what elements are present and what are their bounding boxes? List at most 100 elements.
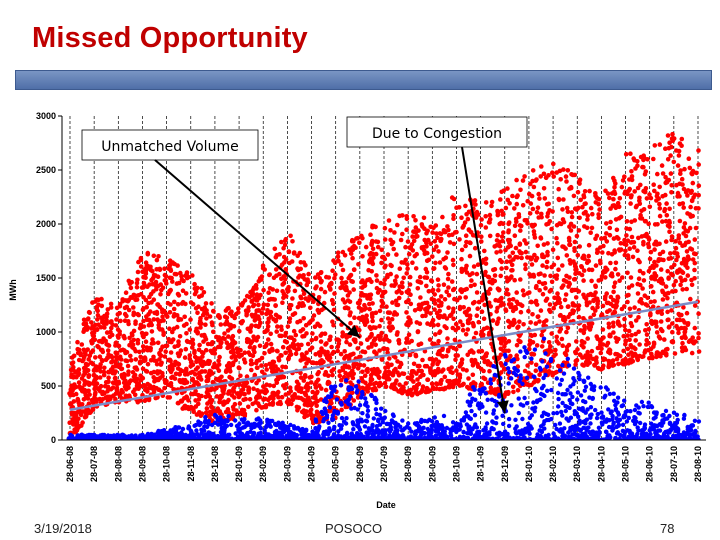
data-point xyxy=(573,362,578,367)
data-point xyxy=(279,327,284,333)
data-point xyxy=(550,170,555,175)
data-point xyxy=(546,340,552,345)
data-point xyxy=(595,345,601,351)
data-point xyxy=(589,321,595,326)
data-point xyxy=(569,214,575,220)
data-point xyxy=(494,321,500,327)
data-point xyxy=(447,240,453,245)
data-point xyxy=(474,313,480,319)
data-point xyxy=(476,299,482,305)
data-point xyxy=(177,371,182,377)
data-point xyxy=(681,205,686,210)
data-point xyxy=(446,285,451,290)
data-point xyxy=(138,398,143,403)
data-point xyxy=(258,389,263,395)
data-point xyxy=(381,337,387,342)
data-point xyxy=(353,339,358,345)
data-point xyxy=(275,324,280,329)
data-point xyxy=(307,347,313,353)
data-point xyxy=(506,220,512,225)
data-point xyxy=(577,376,582,382)
data-point xyxy=(689,350,695,356)
data-point xyxy=(92,367,97,372)
data-point xyxy=(343,370,348,376)
data-point xyxy=(90,361,96,367)
data-point xyxy=(533,178,539,183)
data-point xyxy=(501,366,507,372)
data-point xyxy=(367,306,373,312)
data-point xyxy=(309,337,315,343)
data-point xyxy=(651,341,657,347)
data-point xyxy=(614,352,620,357)
data-point xyxy=(199,321,204,326)
data-point xyxy=(184,321,189,327)
data-point xyxy=(237,365,242,371)
data-point xyxy=(571,366,577,371)
data-point xyxy=(71,399,77,404)
data-point xyxy=(404,310,409,315)
data-point xyxy=(511,389,516,395)
data-point xyxy=(555,300,560,306)
data-point xyxy=(512,206,517,211)
data-point xyxy=(527,272,532,277)
data-point xyxy=(418,280,424,285)
data-point xyxy=(94,375,99,381)
data-point xyxy=(688,204,693,210)
data-point xyxy=(424,309,430,315)
data-point xyxy=(394,302,399,308)
data-point xyxy=(442,313,447,318)
data-point xyxy=(571,376,576,381)
data-point xyxy=(270,402,276,407)
data-point xyxy=(516,324,521,330)
data-point xyxy=(657,336,663,341)
data-point xyxy=(525,363,530,368)
data-point xyxy=(691,251,697,256)
data-point xyxy=(194,412,200,417)
data-point xyxy=(666,325,672,330)
data-point xyxy=(242,413,248,419)
data-point xyxy=(630,353,636,359)
data-point xyxy=(663,192,668,198)
data-point xyxy=(440,214,445,220)
data-point xyxy=(598,261,603,266)
data-point xyxy=(593,200,599,205)
data-point xyxy=(603,429,609,434)
data-point xyxy=(502,344,507,349)
data-point xyxy=(522,174,527,179)
data-point xyxy=(202,310,207,315)
data-point xyxy=(629,174,635,179)
data-point xyxy=(286,284,291,290)
data-point xyxy=(612,189,617,195)
data-point xyxy=(368,326,374,332)
data-point xyxy=(117,303,123,309)
data-point xyxy=(658,267,664,272)
data-point xyxy=(564,329,569,335)
data-point xyxy=(636,315,641,320)
data-point xyxy=(134,284,140,290)
data-point xyxy=(628,343,633,348)
data-point xyxy=(151,354,156,360)
data-point xyxy=(548,344,553,349)
data-point xyxy=(570,308,575,313)
data-point xyxy=(182,372,188,377)
data-point xyxy=(640,286,645,291)
data-point xyxy=(436,338,441,344)
data-point xyxy=(537,319,542,324)
data-point xyxy=(463,203,468,209)
data-point xyxy=(124,381,129,387)
data-point xyxy=(478,222,484,228)
data-point xyxy=(519,223,524,229)
data-point xyxy=(461,223,467,228)
data-point xyxy=(639,354,645,360)
data-point xyxy=(385,310,391,315)
data-point xyxy=(566,284,571,289)
data-point xyxy=(283,333,288,338)
data-point xyxy=(171,306,177,312)
data-point xyxy=(105,389,110,394)
data-point xyxy=(408,301,414,307)
data-point xyxy=(463,243,468,249)
data-point xyxy=(411,214,416,219)
data-point xyxy=(145,361,151,367)
data-point xyxy=(614,299,620,304)
data-point xyxy=(261,384,266,390)
